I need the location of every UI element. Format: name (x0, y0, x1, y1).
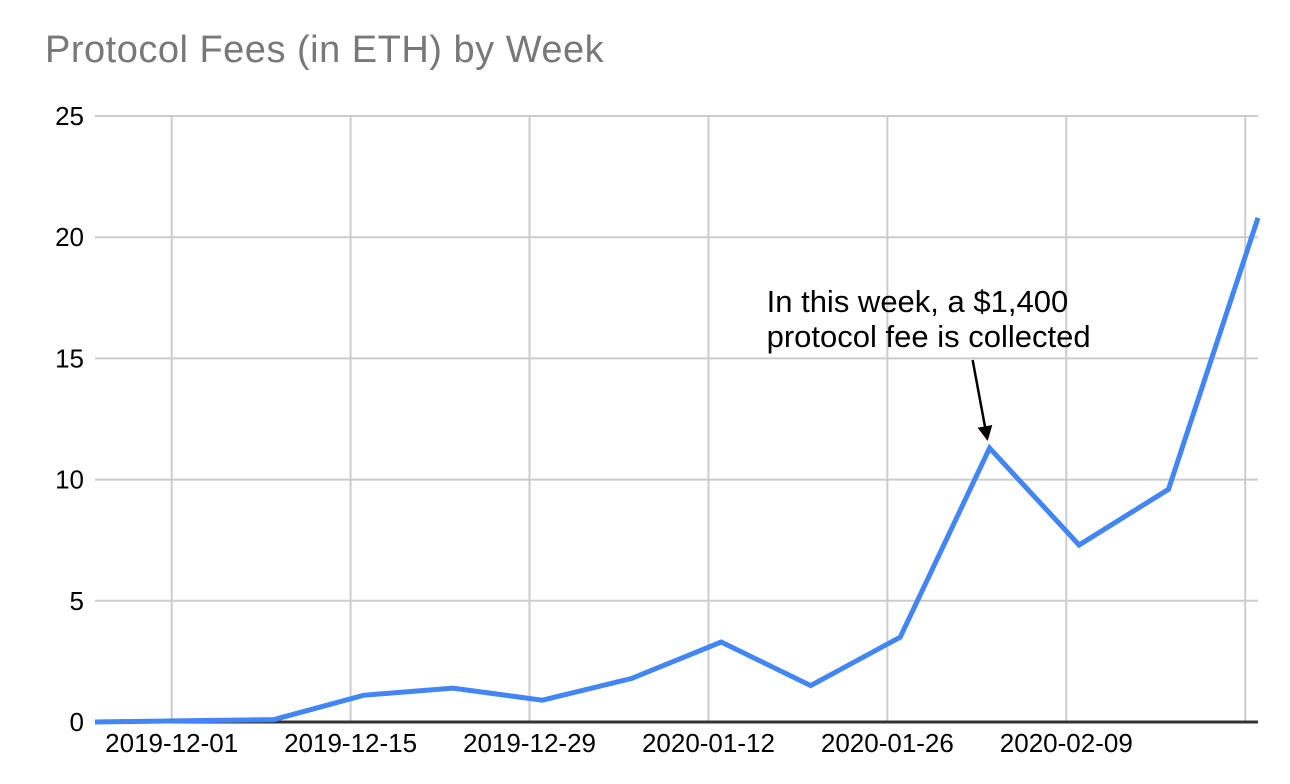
x-tick-label: 2019-12-15 (284, 728, 417, 758)
x-tick-label: 2020-01-12 (642, 728, 775, 758)
annotation-line1: In this week, a $1,400 (767, 284, 1069, 319)
annotation-arrow (971, 359, 993, 442)
y-tick-label: 15 (55, 343, 84, 373)
x-tick-label: 2019-12-01 (105, 728, 238, 758)
y-tick-label: 0 (70, 707, 84, 737)
x-tick-label: 2020-01-26 (821, 728, 954, 758)
y-tick-label: 5 (70, 586, 84, 616)
y-tick-label: 20 (55, 222, 84, 252)
y-tick-label: 10 (55, 465, 84, 495)
x-tick-label: 2019-12-29 (463, 728, 596, 758)
series-line (94, 217, 1261, 725)
chart-title: Protocol Fees (in ETH) by Week (45, 29, 605, 71)
y-tick-label: 25 (55, 101, 84, 131)
annotation-line2: protocol fee is collected (767, 319, 1091, 354)
x-tick-label: 2020-02-09 (1000, 728, 1133, 758)
